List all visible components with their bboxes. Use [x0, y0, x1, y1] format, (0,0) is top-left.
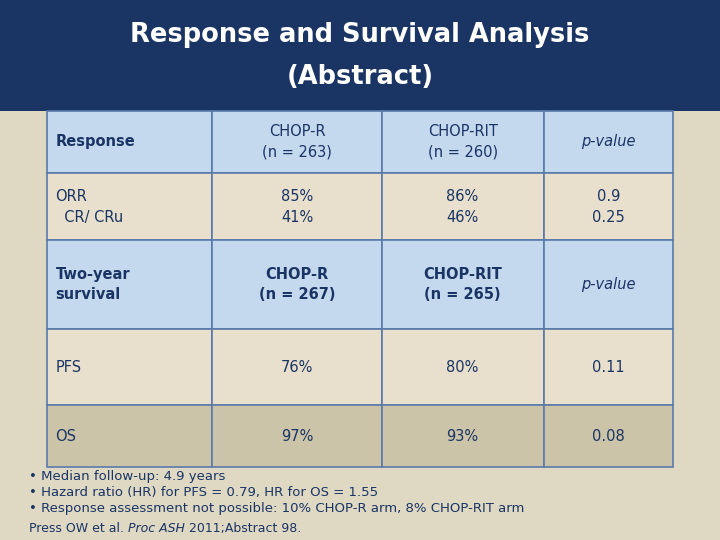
- Bar: [382, 329, 544, 405]
- Bar: [47, 329, 212, 405]
- Text: Response and Survival Analysis: Response and Survival Analysis: [130, 23, 590, 49]
- Text: p-value: p-value: [581, 134, 636, 149]
- Bar: [212, 111, 382, 173]
- Text: 0.11: 0.11: [592, 360, 625, 375]
- Text: Response: Response: [55, 134, 135, 149]
- Bar: [544, 173, 673, 240]
- Bar: [212, 240, 382, 329]
- Text: 86%
46%: 86% 46%: [446, 188, 479, 225]
- Text: Press OW et al.: Press OW et al.: [29, 522, 128, 535]
- Text: PFS: PFS: [55, 360, 81, 375]
- Text: 0.08: 0.08: [592, 429, 625, 443]
- Text: • Median follow-up: 4.9 years: • Median follow-up: 4.9 years: [29, 470, 225, 483]
- Bar: [544, 405, 673, 467]
- Text: ORR
  CR/ CRu: ORR CR/ CRu: [55, 188, 124, 225]
- Bar: [47, 173, 212, 240]
- Bar: [382, 173, 544, 240]
- Bar: [47, 405, 212, 467]
- Text: • Response assessment not possible: 10% CHOP-R arm, 8% CHOP-RIT arm: • Response assessment not possible: 10% …: [29, 502, 524, 515]
- Bar: [382, 240, 544, 329]
- Text: Two-year
survival: Two-year survival: [55, 267, 130, 302]
- Text: 97%: 97%: [281, 429, 313, 443]
- Text: 2011;Abstract 98.: 2011;Abstract 98.: [184, 522, 301, 535]
- Bar: [47, 111, 212, 173]
- Text: CHOP-RIT
(n = 265): CHOP-RIT (n = 265): [423, 267, 502, 302]
- Text: CHOP-RIT
(n = 260): CHOP-RIT (n = 260): [428, 124, 498, 159]
- Text: • Hazard ratio (HR) for PFS = 0.79, HR for OS = 1.55: • Hazard ratio (HR) for PFS = 0.79, HR f…: [29, 486, 378, 499]
- Text: 93%: 93%: [446, 429, 479, 443]
- Bar: [544, 111, 673, 173]
- Text: p-value: p-value: [581, 278, 636, 292]
- Bar: [47, 240, 212, 329]
- Text: CHOP-R
(n = 263): CHOP-R (n = 263): [262, 124, 332, 159]
- Text: 76%: 76%: [281, 360, 313, 375]
- Text: Proc ASH: Proc ASH: [128, 522, 184, 535]
- Text: CHOP-R
(n = 267): CHOP-R (n = 267): [258, 267, 336, 302]
- Text: 85%
41%: 85% 41%: [281, 188, 313, 225]
- Bar: [212, 405, 382, 467]
- Bar: [0, 0, 720, 111]
- Text: (Abstract): (Abstract): [287, 64, 433, 91]
- Bar: [382, 111, 544, 173]
- Bar: [212, 329, 382, 405]
- Text: OS: OS: [55, 429, 76, 443]
- Text: 0.9
0.25: 0.9 0.25: [592, 188, 625, 225]
- Bar: [212, 173, 382, 240]
- Bar: [382, 405, 544, 467]
- Bar: [544, 240, 673, 329]
- Text: 80%: 80%: [446, 360, 479, 375]
- Bar: [544, 329, 673, 405]
